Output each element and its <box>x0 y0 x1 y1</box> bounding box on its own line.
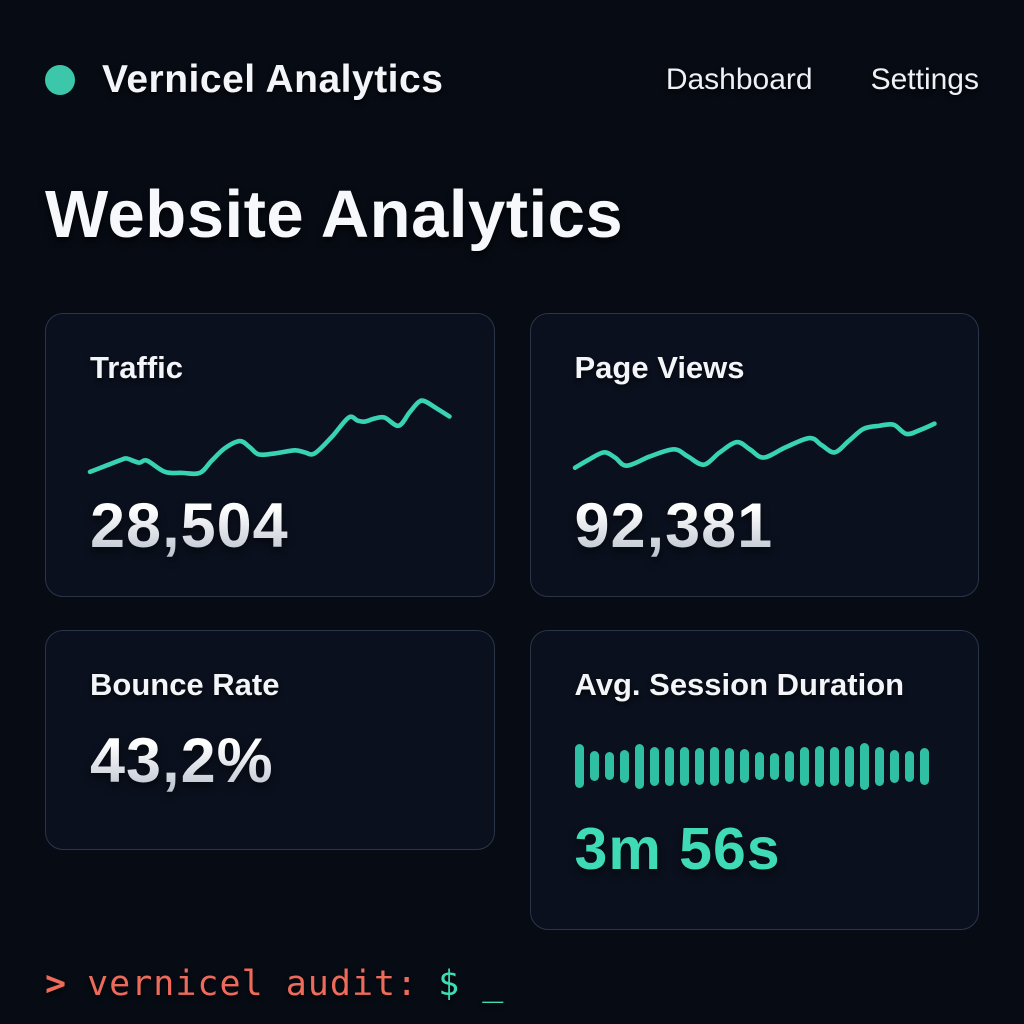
session-bar <box>694 747 704 785</box>
session-bar <box>784 750 794 782</box>
session-bar <box>904 750 914 782</box>
session-duration-bars-chart <box>574 741 935 791</box>
session-bar <box>619 749 629 783</box>
session-duration-card: Avg. Session Duration 3m 56s <box>529 630 979 930</box>
session-bar <box>664 746 674 786</box>
nav-item-settings[interactable]: Settings <box>870 63 979 96</box>
brand-dot-icon <box>45 65 75 95</box>
page-views-card: Page Views 92,381 <box>529 313 979 597</box>
session-bar <box>649 746 659 786</box>
page-views-card-title: Page Views <box>574 350 745 385</box>
session-duration-value: 3m 56s <box>574 816 781 882</box>
traffic-value: 28,504 <box>90 491 289 561</box>
traffic-card: Traffic 28,504 <box>45 313 495 597</box>
session-bar <box>859 742 869 790</box>
page-title: Website Analytics <box>45 177 624 252</box>
top-bar: Vernicel Analytics Dashboard Settings <box>45 58 979 102</box>
traffic-card-title: Traffic <box>90 350 184 385</box>
session-bar <box>769 752 779 780</box>
terminal-command-text: vernicel audit: <box>87 964 419 1004</box>
session-bar <box>634 743 644 789</box>
bounce-rate-value: 43,2% <box>90 726 274 796</box>
grid-right-column: Page Views 92,381 Avg. Session Duration … <box>529 313 979 930</box>
session-bar <box>889 749 899 783</box>
grid-left-column: Traffic 28,504 Bounce Rate 43,2% <box>45 313 495 930</box>
session-bar <box>574 744 584 788</box>
session-bar <box>799 746 809 786</box>
main-nav: Dashboard Settings <box>666 63 979 97</box>
session-bar <box>874 746 884 786</box>
session-duration-card-title: Avg. Session Duration <box>574 667 905 702</box>
traffic-sparkline-chart <box>87 398 452 477</box>
session-bar <box>829 746 839 786</box>
brand: Vernicel Analytics <box>45 58 443 102</box>
page-views-sparkline-chart <box>572 421 937 471</box>
session-bar <box>739 749 749 783</box>
session-bar <box>589 751 599 781</box>
page-views-value: 92,381 <box>574 491 774 561</box>
session-bar <box>724 748 734 784</box>
brand-name: Vernicel Analytics <box>102 58 444 101</box>
session-bar <box>604 752 614 780</box>
bounce-rate-card-title: Bounce Rate <box>90 667 280 702</box>
session-bar <box>679 746 689 786</box>
session-bar <box>844 745 854 787</box>
bounce-rate-card: Bounce Rate 43,2% <box>45 630 495 850</box>
nav-item-dashboard[interactable]: Dashboard <box>665 63 813 96</box>
terminal-chevron-icon: > <box>45 964 68 1004</box>
session-bar <box>814 745 824 787</box>
terminal-prompt[interactable]: > vernicel audit: $ _ <box>45 964 979 1004</box>
stats-grid: Traffic 28,504 Bounce Rate 43,2% Page Vi… <box>45 313 979 930</box>
session-bar <box>919 747 929 785</box>
session-bar <box>754 752 764 780</box>
terminal-cursor: $ _ <box>438 964 505 1004</box>
session-bar <box>709 746 719 786</box>
